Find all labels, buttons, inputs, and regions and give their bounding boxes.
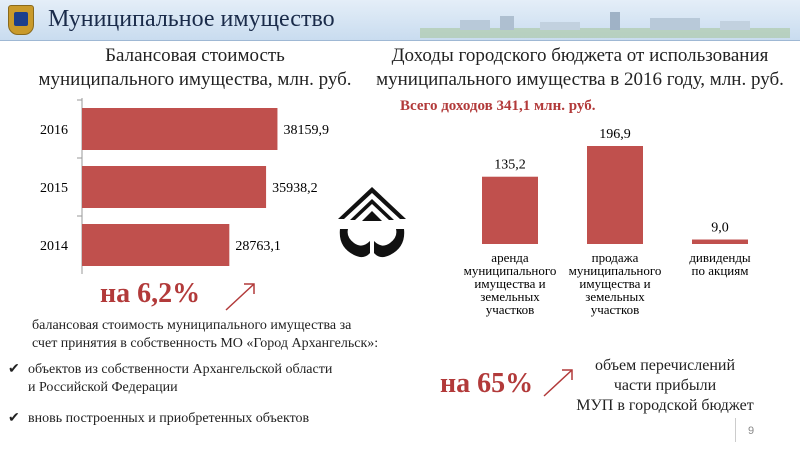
growth-percent-left: на 6,2% bbox=[100, 278, 201, 309]
checkmark-icon: ✔ bbox=[8, 362, 20, 377]
tick-label: земельных bbox=[480, 289, 540, 304]
total-income: Всего доходов 341,1 млн. руб. bbox=[400, 98, 596, 114]
city-crest-icon bbox=[8, 5, 34, 35]
right-chart-title: Доходы городского бюджета от использован… bbox=[376, 45, 784, 90]
left-chart-title: Балансовая стоимость муниципального имущ… bbox=[38, 45, 352, 90]
tick-label: дивиденды bbox=[689, 250, 751, 265]
tick-label: 2014 bbox=[40, 239, 68, 254]
data-label: 196,9 bbox=[599, 127, 631, 142]
tick-label: участков bbox=[591, 302, 640, 317]
bar bbox=[587, 146, 643, 244]
data-label: 28763,1 bbox=[235, 239, 280, 254]
tick-label: по акциям bbox=[692, 263, 749, 278]
growth-percent-right: на 65% bbox=[440, 368, 534, 399]
data-label: 9,0 bbox=[711, 221, 729, 236]
data-label: 35938,2 bbox=[272, 181, 318, 196]
page-number: 9 bbox=[748, 425, 755, 437]
divider bbox=[735, 418, 736, 442]
checkmark-icon: ✔ bbox=[8, 411, 20, 426]
city-skyline-image bbox=[420, 12, 790, 38]
balance-value-bar-chart: 2016 38159,9 2015 35938,2 2014 28763,1 bbox=[40, 98, 329, 274]
up-arrow-icon bbox=[225, 283, 255, 311]
bullet-item: ✔ объектов из собственности Архангельско… bbox=[8, 362, 333, 395]
bullet-item: ✔ вновь построенных и приобретенных объе… bbox=[8, 411, 310, 426]
tick-label: аренда bbox=[491, 250, 529, 265]
mup-profit-text: объем перечислений части прибыли МУП в г… bbox=[576, 357, 754, 414]
tick-label: имущества и bbox=[579, 276, 650, 291]
bar bbox=[82, 224, 230, 266]
tick-label: участков bbox=[486, 302, 535, 317]
data-label: 38159,9 bbox=[283, 123, 329, 138]
tick-label: муниципального bbox=[569, 263, 662, 278]
tick-label: муниципального bbox=[464, 263, 557, 278]
bar bbox=[692, 239, 748, 244]
tick-label: 2016 bbox=[40, 123, 68, 138]
data-label: 135,2 bbox=[494, 158, 526, 173]
tick-label: 2015 bbox=[40, 181, 68, 196]
tick-label: имущества и bbox=[474, 276, 545, 291]
property-house-hands-icon bbox=[338, 187, 406, 258]
growth-note: балансовая стоимость муниципального имущ… bbox=[32, 318, 379, 351]
page-title: Муниципальное имущество bbox=[48, 6, 335, 32]
tick-label: земельных bbox=[585, 289, 645, 304]
bar bbox=[82, 166, 267, 208]
tick-label: продажа bbox=[592, 250, 639, 265]
header-bar: Муниципальное имущество bbox=[0, 0, 800, 41]
up-arrow-icon bbox=[543, 369, 573, 397]
bar bbox=[482, 176, 538, 244]
bar bbox=[82, 108, 278, 150]
